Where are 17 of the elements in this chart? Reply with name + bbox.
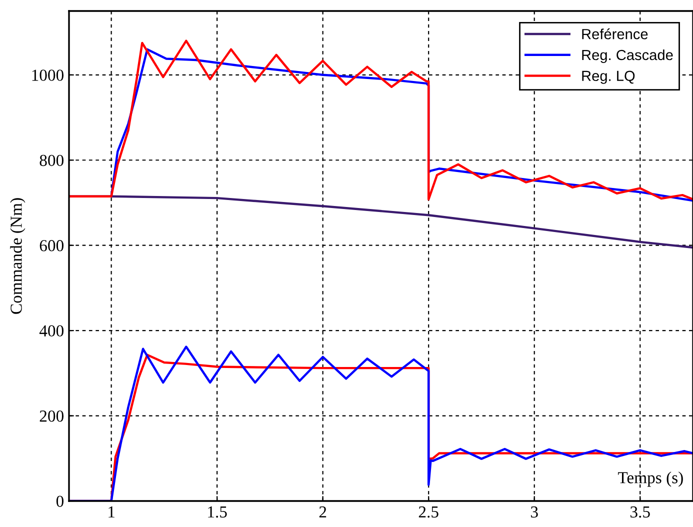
y-tick-label: 200 (40, 410, 64, 422)
x-tick-label: 1 (108, 506, 114, 518)
legend-label: Reg. LQ (582, 70, 635, 84)
y-tick-label: 1000 (32, 70, 64, 81)
x-axis-title: Temps (s) (618, 472, 683, 487)
y-tick-label: 400 (39, 325, 64, 337)
x-tick-label: 2.5 (418, 506, 438, 518)
y-tick-label: 600 (40, 240, 64, 252)
x-tick-label: 3 (530, 506, 538, 518)
y-tick-label: 800 (40, 154, 64, 166)
y-axis-title: Commande (Nm) (10, 198, 26, 314)
x-tick-label: 3.5 (630, 506, 650, 518)
legend-label: Reférence (582, 28, 648, 40)
x-tick-label: 1.5 (208, 506, 227, 518)
y-tick-label: 0 (56, 496, 64, 507)
x-tick-label: 2 (319, 506, 326, 518)
legend-label: Reg. Cascade (582, 49, 673, 64)
